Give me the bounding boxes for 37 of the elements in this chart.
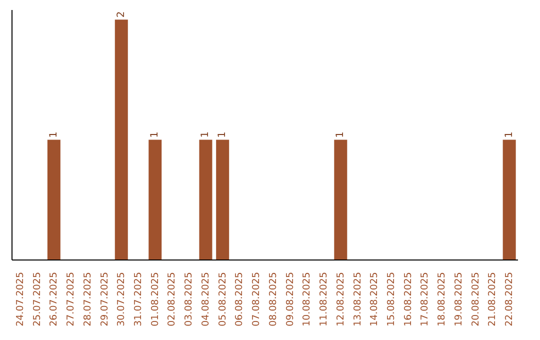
x-tick-label: 06.08.2025 xyxy=(234,272,246,326)
x-tick-label: 09.08.2025 xyxy=(284,272,296,326)
data-label: 1 xyxy=(217,131,228,138)
data-label: 1 xyxy=(150,131,161,138)
x-tick-label: 29.07.2025 xyxy=(99,272,110,326)
x-tick-label: 26.07.2025 xyxy=(48,272,60,326)
x-tick-label: 19.08.2025 xyxy=(453,272,464,326)
x-tick-label: 05.08.2025 xyxy=(217,272,228,326)
x-tick-label: 14.08.2025 xyxy=(369,272,380,326)
x-tick-label: 01.08.2025 xyxy=(150,272,161,326)
x-tick-label: 02.08.2025 xyxy=(166,272,178,326)
data-label: 1 xyxy=(504,131,515,138)
x-tick-label: 30.07.2025 xyxy=(116,272,128,326)
x-tick-label: 20.08.2025 xyxy=(470,272,482,326)
data-label: 1 xyxy=(200,131,212,138)
data-label: 2 xyxy=(116,11,127,18)
x-tick-label: 12.08.2025 xyxy=(335,272,346,326)
x-tick-label: 10.08.2025 xyxy=(302,272,313,326)
data-label: 1 xyxy=(335,131,346,138)
x-tick-label: 27.07.2025 xyxy=(66,272,77,326)
x-tick-label: 13.08.2025 xyxy=(352,272,364,326)
x-tick-label: 31.07.2025 xyxy=(133,272,144,326)
x-tick-label: 17.08.2025 xyxy=(420,272,431,326)
x-tick-label: 08.08.2025 xyxy=(268,272,279,326)
x-tick-label: 28.07.2025 xyxy=(82,272,94,326)
x-tick-label: 18.08.2025 xyxy=(436,272,448,326)
x-tick-label: 15.08.2025 xyxy=(386,272,397,326)
x-tick-label: 07.08.2025 xyxy=(251,272,262,326)
x-tick-label: 22.08.2025 xyxy=(504,272,516,326)
x-tick-label: 25.07.2025 xyxy=(32,272,43,326)
x-tick-label: 11.08.2025 xyxy=(318,272,330,326)
x-tick-label: 24.07.2025 xyxy=(14,272,26,326)
x-tick-label: 03.08.2025 xyxy=(184,272,195,326)
x-tick-label: 21.08.2025 xyxy=(487,272,498,326)
x-tick-label: 04.08.2025 xyxy=(200,272,212,326)
data-label: 1 xyxy=(48,131,60,138)
x-tick-label: 16.08.2025 xyxy=(402,272,414,326)
